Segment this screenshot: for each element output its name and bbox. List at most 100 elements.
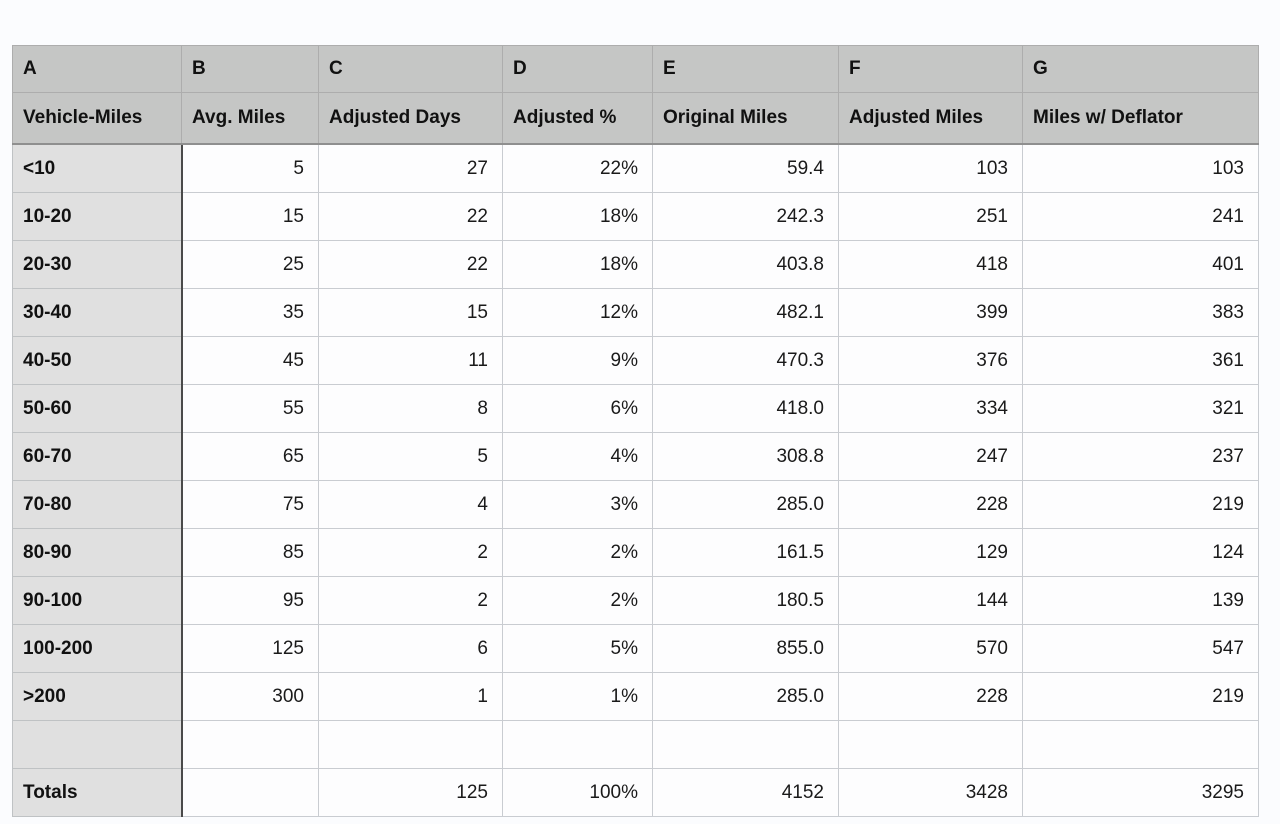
row-label-cell[interactable]: 100-200 [12, 624, 183, 673]
data-cell[interactable] [652, 720, 839, 769]
row-label-cell[interactable]: <10 [12, 143, 183, 193]
data-cell[interactable]: 27 [318, 143, 503, 193]
data-cell[interactable]: 144 [838, 576, 1023, 625]
data-cell[interactable]: 15 [318, 288, 503, 337]
data-cell[interactable]: 4% [502, 432, 653, 481]
data-cell[interactable]: 308.8 [652, 432, 839, 481]
data-cell[interactable]: 139 [1022, 576, 1259, 625]
data-cell[interactable]: 321 [1022, 384, 1259, 433]
data-cell[interactable]: 59.4 [652, 143, 839, 193]
data-cell[interactable]: 399 [838, 288, 1023, 337]
data-cell[interactable]: 18% [502, 240, 653, 289]
data-cell[interactable]: 570 [838, 624, 1023, 673]
header-adjusted-miles[interactable]: Adjusted Miles [838, 92, 1023, 145]
data-cell[interactable] [318, 720, 503, 769]
data-cell[interactable]: 129 [838, 528, 1023, 577]
data-cell[interactable]: 124 [1022, 528, 1259, 577]
data-cell[interactable]: 75 [181, 480, 319, 529]
column-letter-g[interactable]: G [1022, 45, 1259, 93]
data-cell[interactable] [1022, 720, 1259, 769]
data-cell[interactable]: 35 [181, 288, 319, 337]
data-cell[interactable]: 12% [502, 288, 653, 337]
row-label-cell[interactable]: 30-40 [12, 288, 183, 337]
header-vehicle-miles[interactable]: Vehicle-Miles [12, 92, 182, 145]
data-cell[interactable]: 25 [181, 240, 319, 289]
data-cell[interactable]: 11 [318, 336, 503, 385]
data-cell[interactable]: 8 [318, 384, 503, 433]
data-cell[interactable]: 100% [502, 768, 653, 817]
data-cell[interactable]: 251 [838, 192, 1023, 241]
row-label-cell[interactable]: 60-70 [12, 432, 183, 481]
row-label-cell[interactable]: 10-20 [12, 192, 183, 241]
data-cell[interactable]: 418 [838, 240, 1023, 289]
data-cell[interactable]: 228 [838, 480, 1023, 529]
data-cell[interactable]: 22 [318, 192, 503, 241]
data-cell[interactable]: 55 [181, 384, 319, 433]
data-cell[interactable]: 237 [1022, 432, 1259, 481]
data-cell[interactable]: 219 [1022, 672, 1259, 721]
row-label-cell[interactable]: 20-30 [12, 240, 183, 289]
row-label-cell[interactable]: 80-90 [12, 528, 183, 577]
column-letter-d[interactable]: D [502, 45, 653, 93]
data-cell[interactable]: 18% [502, 192, 653, 241]
data-cell[interactable]: 3428 [838, 768, 1023, 817]
header-adjusted-pct[interactable]: Adjusted % [502, 92, 653, 145]
data-cell[interactable]: 180.5 [652, 576, 839, 625]
data-cell[interactable]: 2 [318, 528, 503, 577]
data-cell[interactable]: 15 [181, 192, 319, 241]
data-cell[interactable]: 1% [502, 672, 653, 721]
row-label-cell[interactable]: 70-80 [12, 480, 183, 529]
column-letter-c[interactable]: C [318, 45, 503, 93]
data-cell[interactable]: 470.3 [652, 336, 839, 385]
data-cell[interactable]: 125 [181, 624, 319, 673]
header-adjusted-days[interactable]: Adjusted Days [318, 92, 503, 145]
data-cell[interactable]: 22% [502, 143, 653, 193]
row-label-cell[interactable]: 40-50 [12, 336, 183, 385]
data-cell[interactable]: 5 [318, 432, 503, 481]
data-cell[interactable]: 4152 [652, 768, 839, 817]
data-cell[interactable]: 242.3 [652, 192, 839, 241]
data-cell[interactable]: 401 [1022, 240, 1259, 289]
data-cell[interactable]: 5 [181, 143, 319, 193]
data-cell[interactable]: 383 [1022, 288, 1259, 337]
data-cell[interactable]: 247 [838, 432, 1023, 481]
data-cell[interactable]: 361 [1022, 336, 1259, 385]
data-cell[interactable]: 5% [502, 624, 653, 673]
data-cell[interactable]: 285.0 [652, 480, 839, 529]
data-cell[interactable]: 2% [502, 528, 653, 577]
header-avg-miles[interactable]: Avg. Miles [181, 92, 319, 145]
data-cell[interactable]: 45 [181, 336, 319, 385]
data-cell[interactable]: 125 [318, 768, 503, 817]
data-cell[interactable]: 6 [318, 624, 503, 673]
data-cell[interactable]: 85 [181, 528, 319, 577]
data-cell[interactable]: 65 [181, 432, 319, 481]
data-cell[interactable]: 334 [838, 384, 1023, 433]
data-cell[interactable]: 547 [1022, 624, 1259, 673]
data-cell[interactable]: 403.8 [652, 240, 839, 289]
data-cell[interactable]: 418.0 [652, 384, 839, 433]
data-cell[interactable]: 95 [181, 576, 319, 625]
data-cell[interactable]: 228 [838, 672, 1023, 721]
data-cell[interactable]: 22 [318, 240, 503, 289]
data-cell[interactable]: 6% [502, 384, 653, 433]
row-label-cell[interactable] [12, 720, 183, 769]
column-letter-e[interactable]: E [652, 45, 839, 93]
data-cell[interactable]: 219 [1022, 480, 1259, 529]
column-letter-a[interactable]: A [12, 45, 182, 93]
data-cell[interactable]: 285.0 [652, 672, 839, 721]
data-cell[interactable]: 4 [318, 480, 503, 529]
data-cell[interactable]: 103 [838, 143, 1023, 193]
totals-label-cell[interactable]: Totals [12, 768, 183, 817]
data-cell[interactable]: 482.1 [652, 288, 839, 337]
header-miles-deflator[interactable]: Miles w/ Deflator [1022, 92, 1259, 145]
data-cell[interactable]: 855.0 [652, 624, 839, 673]
column-letter-f[interactable]: F [838, 45, 1023, 93]
data-cell[interactable]: 376 [838, 336, 1023, 385]
data-cell[interactable]: 3295 [1022, 768, 1259, 817]
header-original-miles[interactable]: Original Miles [652, 92, 839, 145]
data-cell[interactable] [502, 720, 653, 769]
data-cell[interactable]: 103 [1022, 143, 1259, 193]
data-cell[interactable]: 241 [1022, 192, 1259, 241]
data-cell[interactable]: 2 [318, 576, 503, 625]
data-cell[interactable]: 3% [502, 480, 653, 529]
